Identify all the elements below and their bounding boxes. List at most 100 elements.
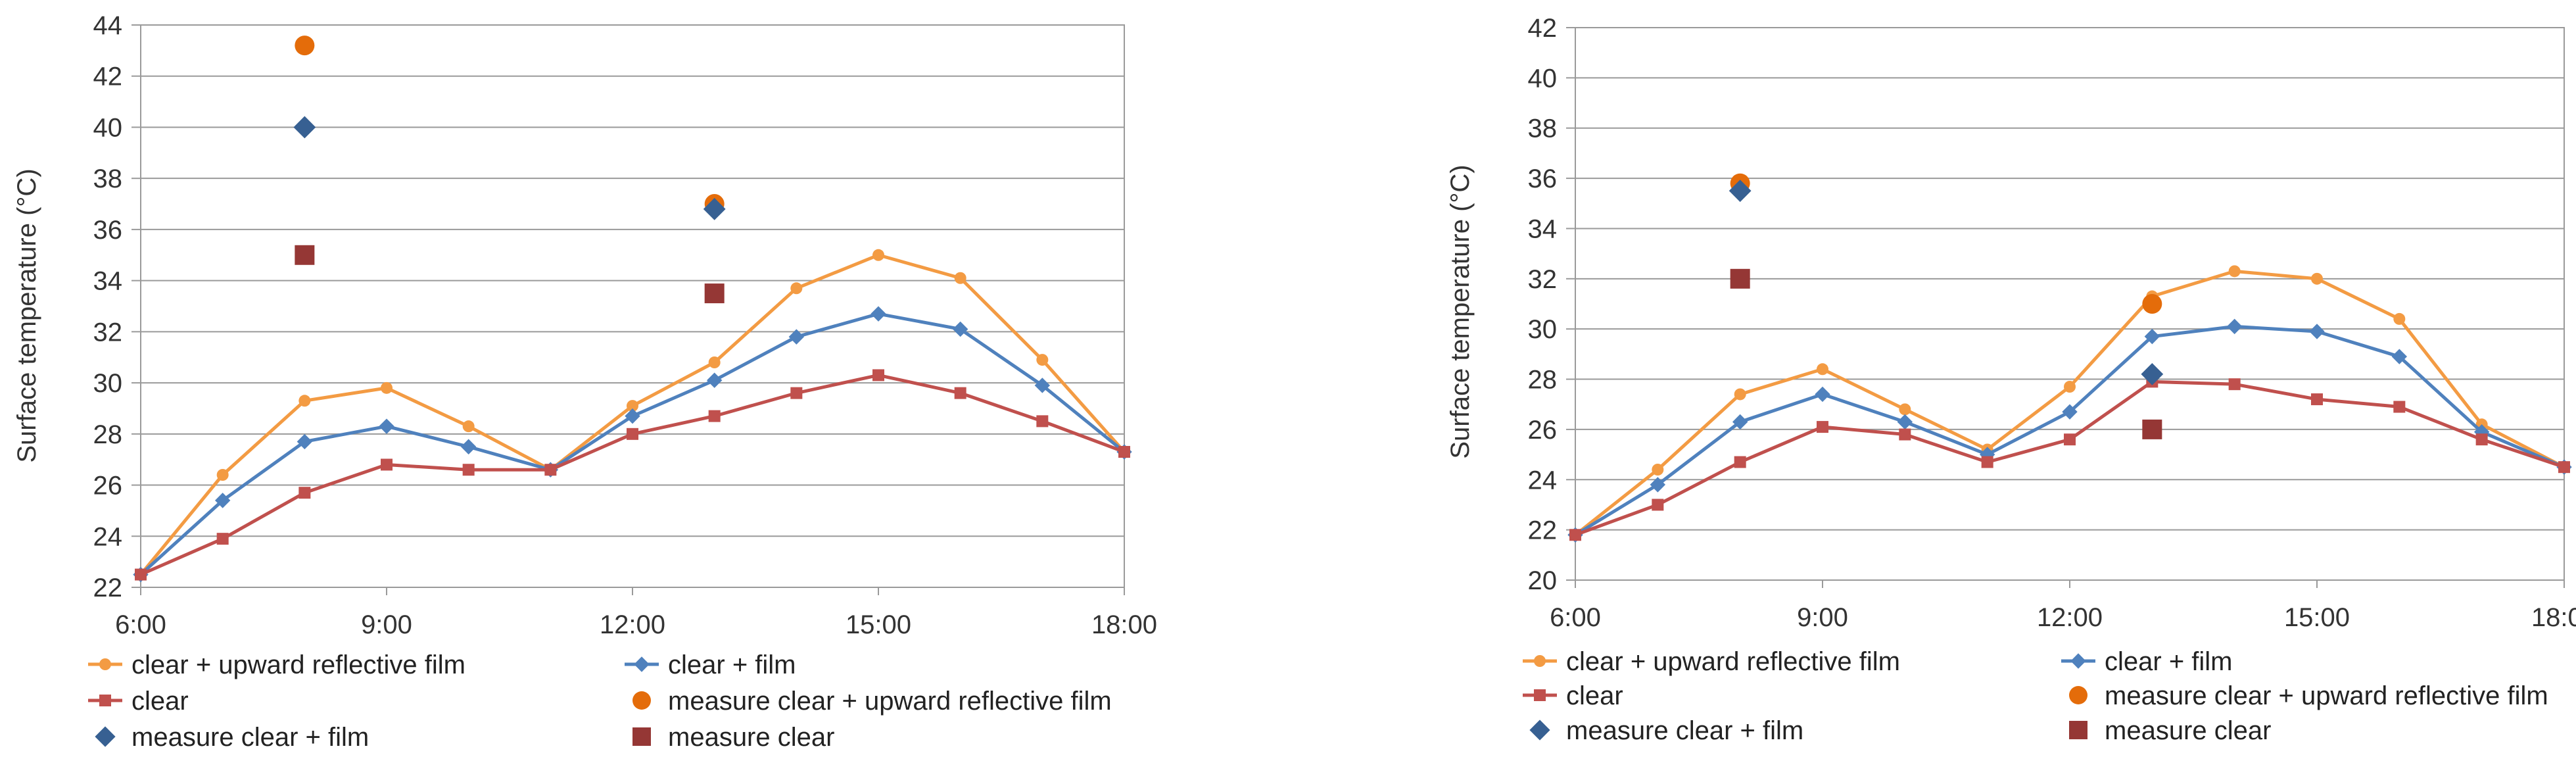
y-tick-label: 28: [1528, 366, 1558, 395]
y-tick-label: 36: [93, 216, 123, 245]
data-point: [788, 329, 805, 345]
legend-swatch-marker: [634, 656, 650, 672]
series-4: [1730, 173, 2162, 314]
legend-swatch-marker: [2069, 686, 2087, 704]
data-point: [1899, 428, 1911, 441]
legend-entry: clear: [1523, 681, 1623, 710]
y-tick-label: 42: [1528, 14, 1558, 43]
y-tick-label: 42: [93, 62, 123, 91]
y-tick-label: 20: [1528, 566, 1558, 595]
data-point: [627, 428, 638, 440]
data-point: [1569, 529, 1581, 541]
data-point: [2228, 265, 2241, 278]
measured-point: [2142, 294, 2162, 314]
data-point: [1118, 446, 1130, 458]
legend-entry: measure clear + film: [1529, 716, 1803, 745]
data-point: [1034, 378, 1051, 393]
measured-point: [293, 116, 316, 139]
series-6: [1730, 268, 2162, 439]
y-tick-label: 24: [1528, 466, 1558, 495]
legend-swatch-marker: [1534, 655, 1546, 667]
x-tick-label: 15:00: [2284, 603, 2350, 632]
y-tick-label: 30: [1528, 315, 1558, 344]
legend-label: measure clear + film: [131, 723, 369, 752]
y-axis-label: Surface temperature (°C): [1446, 164, 1475, 458]
series-3: [1569, 376, 2570, 541]
measured-point: [2142, 419, 2162, 439]
x-tick-label: 12:00: [600, 610, 665, 639]
data-point: [1650, 477, 1666, 493]
legend: clear + upward reflective film clear + fi…: [88, 650, 1112, 752]
data-point: [462, 420, 475, 433]
y-tick-label: 38: [1528, 114, 1558, 143]
legend-entry: measure clear: [2069, 716, 2271, 745]
data-point: [954, 387, 966, 399]
data-point: [1036, 354, 1049, 366]
data-point: [1652, 464, 1664, 476]
measured-point: [703, 197, 726, 220]
legend-label: measure clear: [668, 723, 834, 752]
data-point: [381, 458, 393, 471]
legend-swatch-marker: [95, 726, 116, 747]
series-3: [135, 369, 1130, 581]
legend-swatch-marker: [99, 658, 111, 670]
data-point: [1897, 414, 1913, 430]
chart-1: 22 24 26 28 30 32 34 36 38 40 42 44 6:00 9:00 12:00 15:…: [12, 11, 1157, 752]
x-tick-label: 6:00: [1550, 603, 1601, 632]
legend: clear + upward reflective film clear + fi…: [1523, 647, 2548, 745]
data-point: [625, 408, 640, 424]
legend-label: clear + film: [2105, 647, 2233, 676]
data-point: [460, 439, 477, 454]
data-point: [1734, 388, 1746, 401]
series-2: [1567, 318, 2572, 543]
data-point: [706, 372, 723, 388]
legend-label: measure clear + upward reflective film: [2105, 681, 2548, 710]
data-point: [1652, 499, 1664, 511]
data-point: [2309, 324, 2325, 339]
x-tick-label: 6:00: [115, 610, 166, 639]
x-tick-label: 18:00: [1091, 610, 1157, 639]
data-point: [2226, 318, 2243, 335]
y-tick-label: 30: [93, 369, 123, 398]
data-point: [872, 369, 884, 381]
x-tick-label: 12:00: [2037, 603, 2103, 632]
legend-swatch-marker: [632, 691, 651, 710]
legend-entry: clear + film: [2061, 647, 2233, 676]
data-point: [462, 464, 475, 476]
legend-label: measure clear: [2105, 716, 2271, 745]
data-point: [2311, 393, 2323, 406]
measured-point: [295, 36, 315, 56]
y-tick-label: 32: [93, 318, 123, 347]
x-tick-label: 9:00: [1797, 603, 1848, 632]
series-5: [1729, 180, 2164, 385]
legend-swatch-marker: [1529, 720, 1550, 741]
y-axis-label: Surface temperature (°C): [12, 168, 41, 462]
y-tick-label: 28: [93, 420, 123, 449]
y-tick-label: 34: [93, 267, 123, 296]
x-tick-label: 18:00: [2531, 603, 2576, 632]
x-tick-label: 9:00: [361, 610, 412, 639]
data-point: [2311, 272, 2323, 285]
legend-label: clear + upward reflective film: [1566, 647, 1900, 676]
measured-point: [1729, 180, 1752, 203]
legend-entry: measure clear + upward reflective film: [2069, 681, 2548, 710]
data-point: [1817, 363, 1828, 376]
data-point: [1981, 456, 1993, 468]
data-point: [2144, 328, 2160, 345]
data-point: [379, 418, 394, 434]
data-point: [871, 306, 886, 322]
data-point: [2228, 378, 2241, 391]
data-point: [2064, 381, 2076, 393]
legend-entry: measure clear + upward reflective film: [632, 687, 1112, 716]
y-tick-label: 38: [93, 164, 123, 193]
measured-point: [295, 245, 315, 265]
legend-swatch-marker: [2069, 721, 2087, 739]
y-tick-label: 26: [1528, 416, 1558, 445]
data-point: [216, 533, 229, 545]
y-tick-label: 24: [93, 522, 123, 551]
y-tick-label: 34: [1528, 214, 1558, 243]
x-tick-label: 15:00: [846, 610, 911, 639]
legend-entry: clear + film: [625, 650, 796, 679]
data-point: [708, 410, 721, 422]
